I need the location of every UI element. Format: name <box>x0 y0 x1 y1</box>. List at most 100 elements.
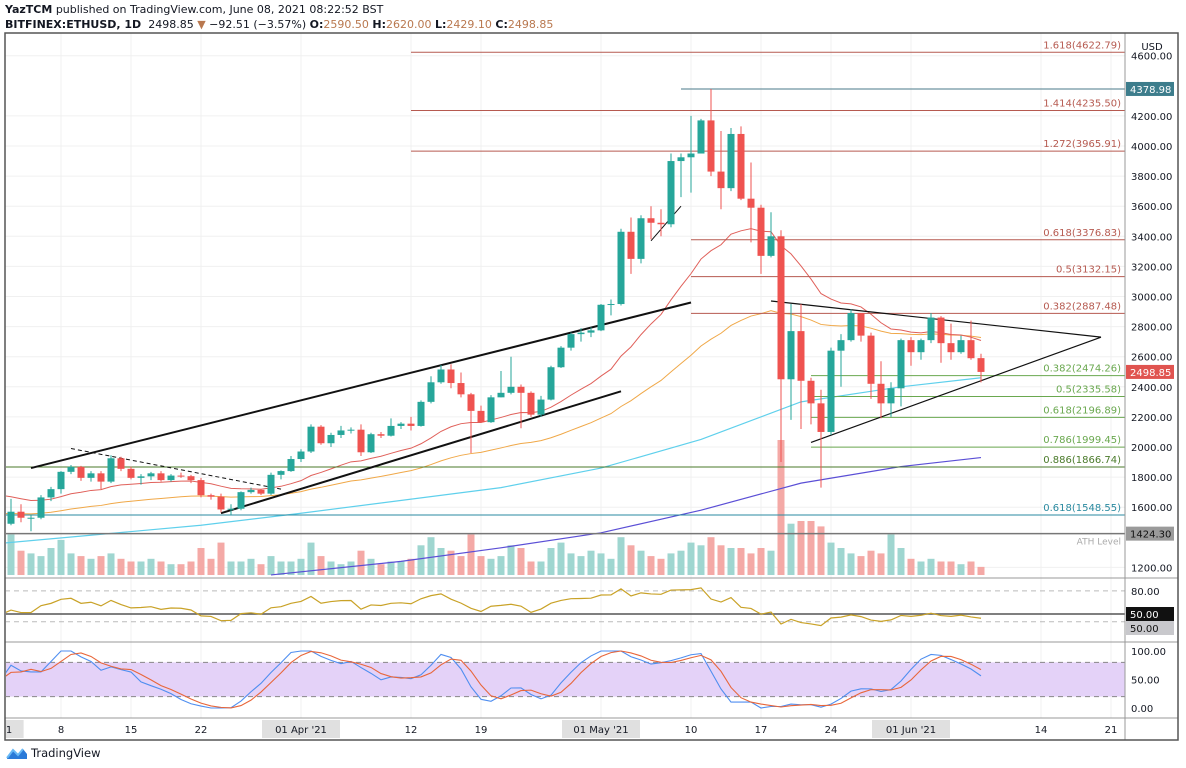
fib-level-label: 0.382(2887.48) <box>1043 301 1121 312</box>
candle-body <box>237 492 245 509</box>
rsi-line <box>6 587 982 627</box>
candle-body <box>267 474 275 494</box>
axes: 1 8 15 22 01 Apr '21 12 19 01 May '21 10 17 24 01 J… <box>5 33 1178 740</box>
volume-bar <box>637 550 645 575</box>
volume-bar <box>727 548 735 575</box>
price-axis-label: 4200.00 <box>1131 112 1172 123</box>
trendline-triangle-upper <box>770 300 1102 338</box>
candle-body <box>627 231 635 259</box>
candle-body <box>647 218 655 223</box>
time-axis-label: 01 May '21 <box>573 725 628 736</box>
candle-body <box>287 459 295 472</box>
fib-level-label: 0.5(3132.15) <box>1056 265 1121 276</box>
price-axis-label: 2600.00 <box>1131 353 1172 364</box>
volume-bar <box>127 561 135 575</box>
volume-bar <box>27 553 35 575</box>
volume-bar <box>37 556 45 575</box>
candle-body <box>257 489 265 494</box>
volume-bar <box>517 548 525 575</box>
candle-body <box>897 340 905 389</box>
volume-bar <box>697 545 705 575</box>
close-label: C: <box>495 18 508 31</box>
candle-body <box>837 340 845 351</box>
fib-level-label: 0.786(1999.45) <box>1043 435 1121 446</box>
volume-bar <box>207 558 215 575</box>
volume-bar <box>587 550 595 575</box>
price-pane[interactable]: 1.618(4622.79) 1.414(4235.50) 1.272(3965.9… <box>0 40 1125 709</box>
candle-body <box>277 471 285 475</box>
volume-bar <box>77 556 85 575</box>
tradingview-logo-icon <box>6 748 27 759</box>
volume-bar <box>617 537 625 575</box>
ath-price-tag-bg <box>1126 526 1174 541</box>
publish-info: YazTCM published on TradingView.com, Jun… <box>5 3 383 16</box>
candle-body <box>247 489 255 493</box>
price-axis-label: 4600.00 <box>1131 52 1172 63</box>
time-label-bg <box>5 720 24 738</box>
candle-body <box>937 317 945 344</box>
volume-bar <box>167 564 175 575</box>
volume-bar <box>397 561 405 575</box>
candle-body <box>967 340 975 359</box>
candle-body <box>367 434 375 453</box>
volume-bar <box>437 548 445 575</box>
time-axis-label: 12 <box>405 725 418 736</box>
volume-bar <box>237 561 245 575</box>
volume-bar <box>947 561 955 575</box>
fib-level-label: 0.618(1548.55) <box>1043 503 1121 514</box>
author-name[interactable]: YazTCM <box>5 3 53 16</box>
all-time-high-tag-bg <box>1126 81 1174 96</box>
volume-bar <box>507 545 515 575</box>
volume-bar <box>187 561 195 575</box>
volume-bar <box>597 553 605 575</box>
price-axis-label: 4000.00 <box>1131 142 1172 153</box>
volume-bar <box>277 561 285 575</box>
volume-bar <box>97 556 105 575</box>
time-axis-label: 22 <box>195 725 208 736</box>
price-axis-label: 2200.00 <box>1131 413 1172 424</box>
all-time-high-tag: 4378.98 <box>1130 85 1171 96</box>
volume-bar <box>117 558 125 575</box>
stoch-d-line <box>6 650 982 709</box>
volume-bar <box>577 556 585 575</box>
last-price-tag-bg <box>1126 364 1174 379</box>
candle-body <box>877 383 885 404</box>
volume-bar <box>57 539 65 575</box>
volume-bar <box>177 564 185 575</box>
volume-bar <box>427 537 435 575</box>
volume-bar <box>157 561 165 575</box>
volume-bar <box>707 537 715 575</box>
candle-body <box>857 313 865 336</box>
stoch-axis-label: 50.00 <box>1131 676 1160 687</box>
volume-bar <box>687 542 695 575</box>
volume-bar <box>137 561 145 575</box>
volume-bar <box>657 558 665 575</box>
tradingview-logo[interactable]: TradingView <box>6 746 100 760</box>
price-axis-label: 1800.00 <box>1131 473 1172 484</box>
currency-label[interactable]: USD <box>1141 42 1163 53</box>
candle-body <box>187 476 195 481</box>
volume-bar <box>477 556 485 575</box>
volume-bar <box>677 550 685 575</box>
ma200-line <box>270 456 982 576</box>
volume-bar <box>17 550 25 575</box>
volume-bar <box>737 548 745 575</box>
symbol-name[interactable]: BITFINEX:ETHUSD, 1D <box>5 18 142 31</box>
candle-body <box>357 429 365 453</box>
candle-body <box>227 508 235 510</box>
fib-level-label: 0.382(2474.26) <box>1043 364 1121 375</box>
candle-body <box>447 369 455 384</box>
trendline-flag-lower <box>650 205 682 242</box>
candle-body <box>827 350 835 432</box>
volume-bar <box>497 556 505 575</box>
candle-body <box>707 120 715 172</box>
volume-bar <box>487 558 495 575</box>
stoch-axis-label: 100.00 <box>1131 647 1166 658</box>
candle-body <box>477 410 485 423</box>
volume-bar <box>567 553 575 575</box>
ath-price-tag: 1424.30 <box>1130 530 1171 541</box>
candle-body <box>727 133 735 189</box>
candle-body <box>567 334 575 348</box>
price-axis-label: 2800.00 <box>1131 323 1172 334</box>
